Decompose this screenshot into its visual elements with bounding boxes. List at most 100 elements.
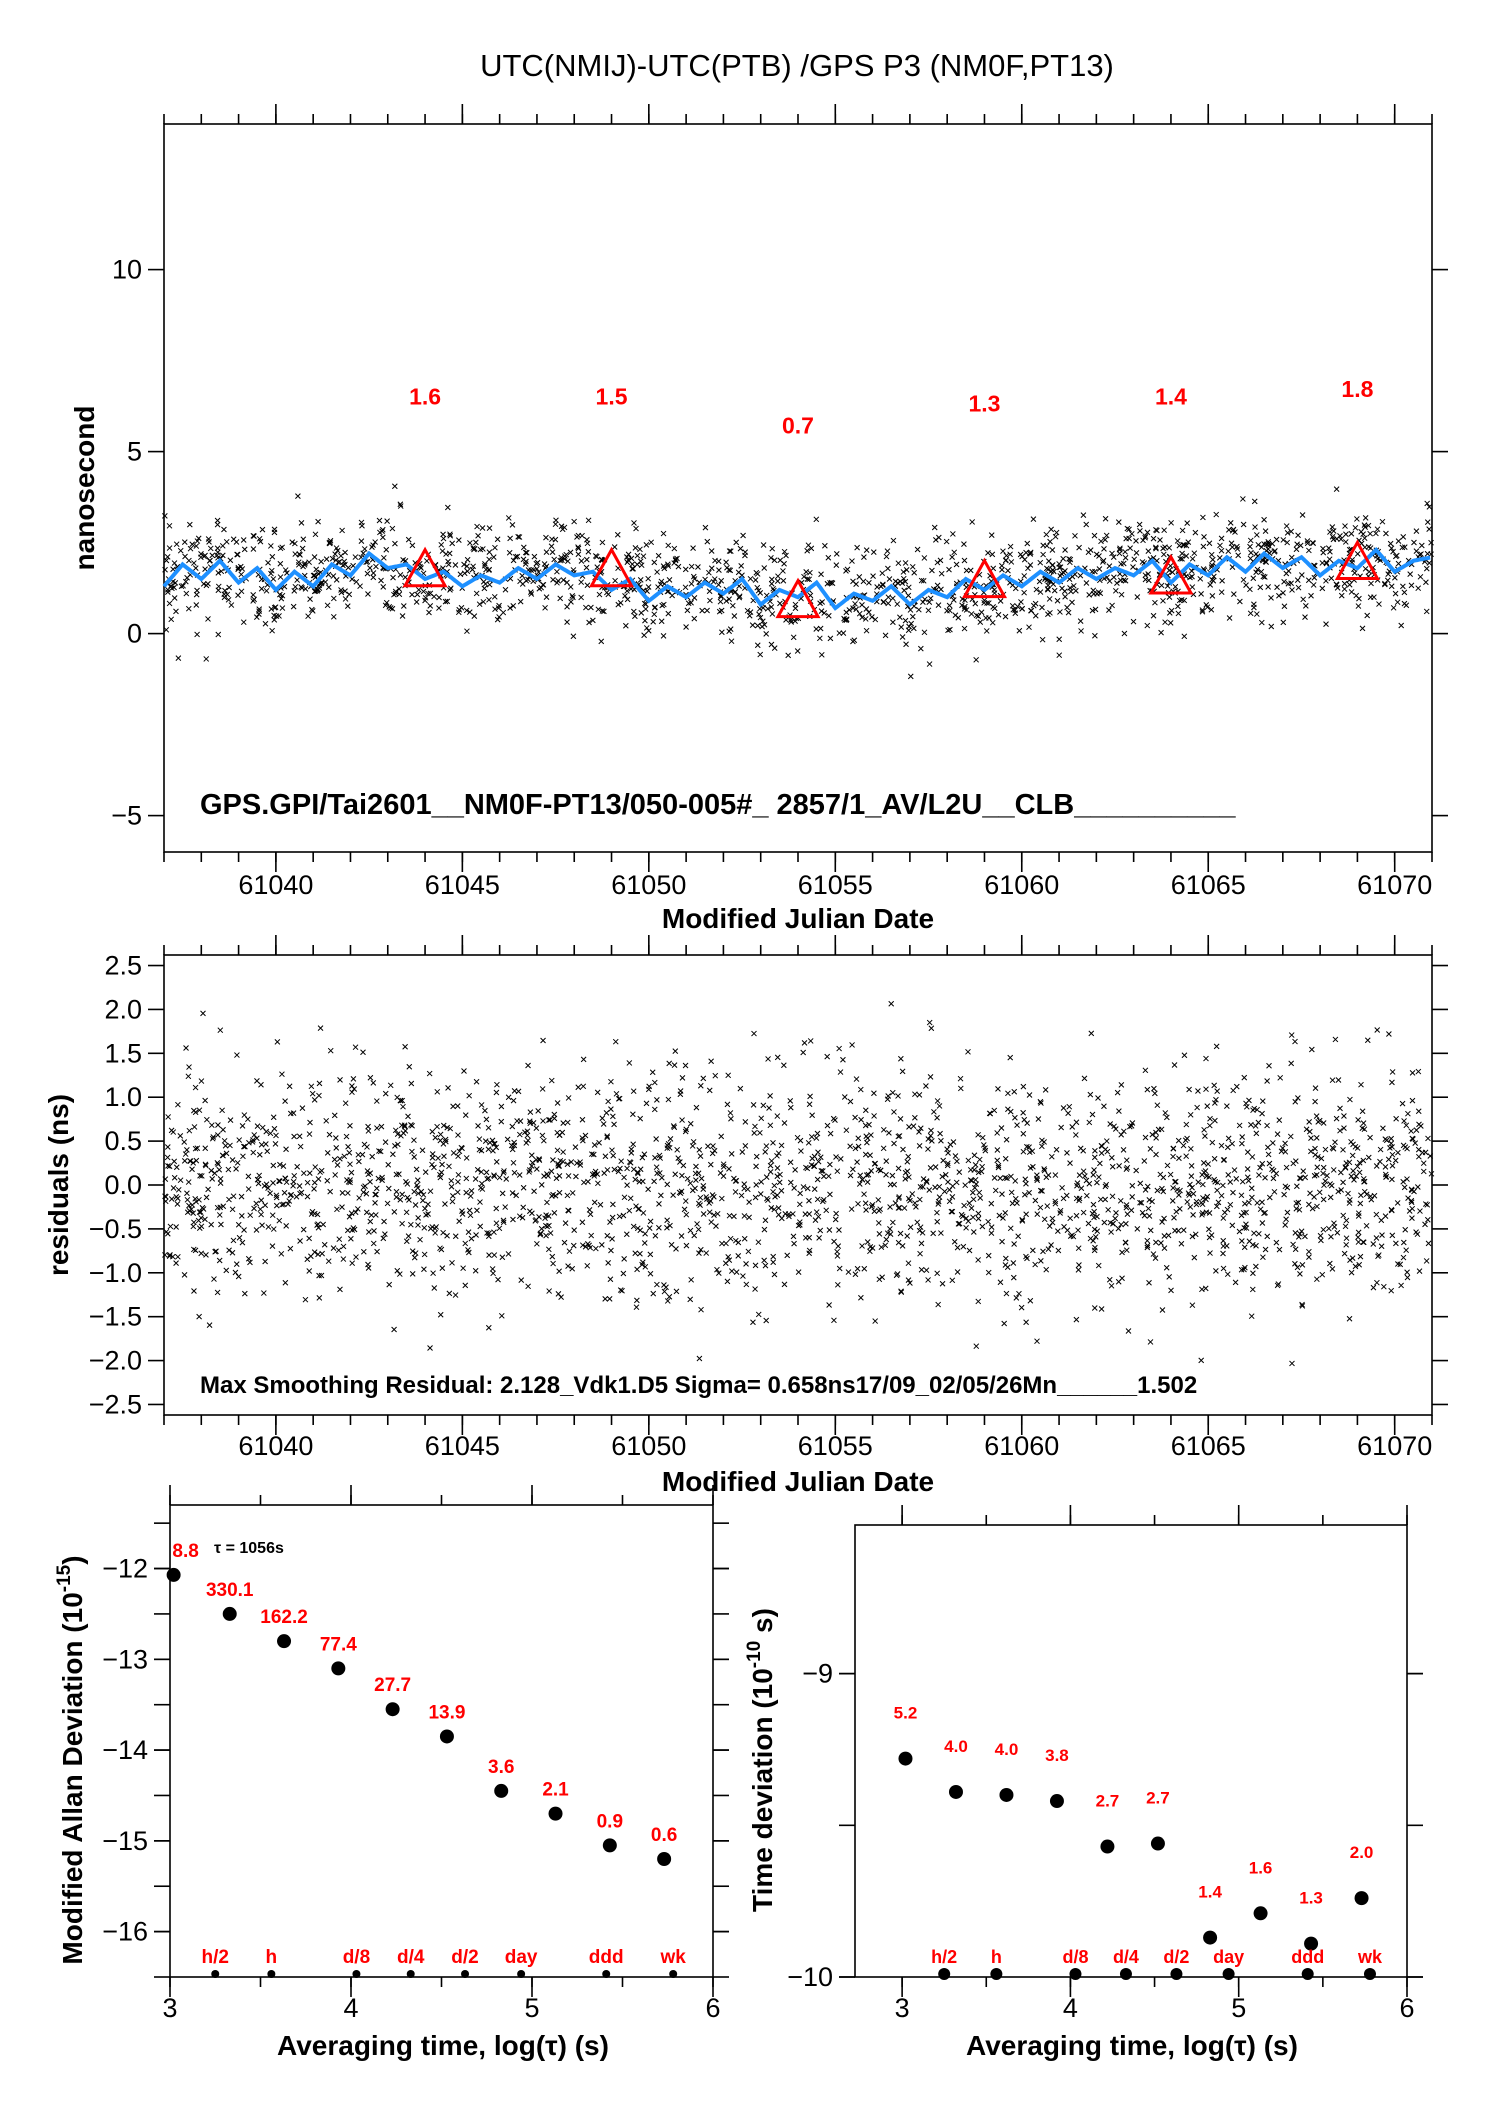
scatter-point — [975, 613, 982, 620]
residual-point — [995, 1164, 1002, 1171]
residual-point — [770, 1188, 776, 1195]
residual-point — [632, 1250, 639, 1257]
scatter-point — [1390, 604, 1397, 611]
residual-point — [1078, 1185, 1085, 1192]
residual-xtick-label: 61055 — [798, 1431, 873, 1461]
scatter-point — [397, 501, 404, 508]
residual-point — [1144, 1183, 1151, 1190]
residual-point — [415, 1215, 422, 1221]
residual-point — [500, 1169, 507, 1176]
scatter-point — [519, 572, 526, 579]
scatter-point — [535, 569, 542, 575]
residual-point — [1109, 1193, 1116, 1200]
residual-point — [1176, 1155, 1182, 1162]
scatter-point — [344, 603, 351, 609]
scatter-point — [995, 611, 1002, 618]
residual-point — [475, 1123, 481, 1129]
scatter-point — [905, 584, 912, 591]
residual-point — [1287, 1133, 1294, 1140]
scatter-point — [879, 582, 886, 589]
residual-point — [1374, 1027, 1381, 1033]
scatter-point — [990, 565, 997, 572]
residual-point — [1389, 1162, 1396, 1169]
residual-point — [418, 1188, 425, 1195]
scatter-point — [1252, 524, 1258, 530]
residual-point — [1293, 1205, 1300, 1212]
residual-point — [988, 1224, 995, 1230]
residual-point — [462, 1112, 469, 1118]
scatter-point — [311, 588, 318, 595]
residual-point — [1200, 1160, 1207, 1166]
residual-point — [862, 1151, 869, 1158]
scatter-point — [292, 540, 298, 547]
residual-point — [667, 1136, 674, 1142]
residual-point — [833, 1154, 839, 1160]
residual-point — [883, 1171, 889, 1178]
residual-point — [270, 1226, 277, 1232]
residual-point — [184, 1190, 190, 1197]
residual-point — [770, 1253, 777, 1260]
scatter-point — [1218, 589, 1225, 596]
residual-point — [211, 1276, 217, 1282]
residual-point — [1231, 1167, 1238, 1173]
residual-point — [778, 1142, 785, 1149]
residual-point — [258, 1141, 265, 1148]
residual-point — [565, 1095, 572, 1101]
scatter-point — [358, 538, 365, 545]
residual-point — [382, 1231, 388, 1238]
scatter-point — [961, 625, 968, 632]
scatter-point — [853, 606, 860, 613]
residual-point — [934, 1218, 941, 1225]
residual-point — [1153, 1129, 1159, 1136]
residual-point — [432, 1225, 438, 1232]
residual-point — [1023, 1253, 1029, 1260]
scatter-point — [804, 576, 811, 582]
residual-point — [814, 1130, 821, 1137]
residual-point — [584, 1262, 591, 1269]
residual-point — [1058, 1124, 1065, 1131]
residual-point — [306, 1131, 313, 1137]
adev-point — [277, 1634, 292, 1649]
scatter-point — [715, 558, 722, 565]
residual-point — [405, 1113, 411, 1120]
residual-point — [1311, 1172, 1318, 1179]
scatter-point — [215, 583, 222, 590]
scatter-point — [1152, 544, 1159, 551]
scatter-point — [882, 632, 889, 639]
residual-point — [1169, 1198, 1176, 1204]
residual-point — [1322, 1178, 1329, 1184]
residual-point — [493, 1089, 500, 1096]
residual-point — [1181, 1052, 1188, 1059]
residual-point — [413, 1166, 420, 1173]
top-xtick-label: 61060 — [984, 870, 1059, 900]
residual-point — [1091, 1305, 1098, 1311]
residual-point — [1091, 1167, 1097, 1173]
scatter-point — [514, 553, 521, 560]
residual-point — [1416, 1268, 1423, 1274]
residual-point — [1404, 1176, 1410, 1182]
scatter-point — [294, 577, 301, 583]
residual-point — [1041, 1216, 1048, 1223]
residual-point — [579, 1219, 586, 1226]
scatter-point — [256, 611, 262, 617]
scatter-point — [1133, 550, 1140, 556]
scatter-point — [1207, 582, 1214, 588]
scatter-point — [947, 626, 953, 633]
residual-point — [375, 1175, 382, 1182]
residual-point — [1034, 1338, 1040, 1345]
residual-point — [1175, 1192, 1182, 1198]
residual-point — [379, 1174, 385, 1181]
scatter-point — [221, 526, 227, 533]
residual-point — [627, 1195, 634, 1202]
residual-point — [376, 1148, 382, 1154]
scatter-point — [645, 584, 652, 590]
scatter-point — [818, 608, 825, 614]
residual-point — [315, 1251, 321, 1258]
scatter-point — [664, 561, 671, 568]
scatter-point — [166, 522, 173, 529]
residual-point — [787, 1098, 794, 1104]
scatter-point — [397, 503, 404, 509]
scatter-point — [1160, 551, 1167, 558]
residual-point — [1317, 1232, 1324, 1239]
scatter-point — [464, 568, 471, 575]
